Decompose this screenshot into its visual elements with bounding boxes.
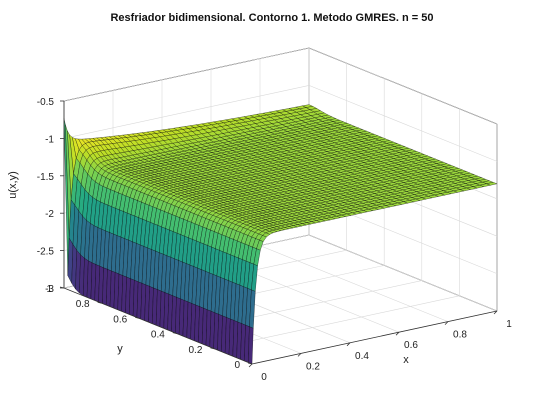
x-tick-mark [395,331,400,336]
z-tick-label: -3 [45,284,54,295]
y-tick-label: 0.8 [76,299,90,310]
gridline [63,47,310,102]
gridline [63,85,310,139]
tick-labels: 00.20.40.60.8100.20.40.60.81-3-2.5-2-1.5… [37,97,512,383]
y-tick-mark [97,301,102,304]
y-tick-mark [135,317,140,319]
x-tick-mark [297,353,302,357]
z-tick-label: -2 [45,209,54,220]
x-tick-mark [346,342,351,347]
y-tick-label: 1 [46,284,52,295]
gridline [308,234,498,312]
x-tick-label: 0.8 [453,330,467,341]
surface-mesh [63,104,498,365]
y-tick-label: 0.4 [151,330,165,341]
z-tick-label: -2.5 [37,247,55,258]
z-tick-label: -0.5 [37,97,55,108]
y-tick-mark [247,362,253,365]
y-tick-label: 0.2 [188,345,202,356]
axes-box-front [63,101,498,365]
x-tick-label: 0.2 [306,361,320,372]
x-tick-mark [493,310,498,315]
gridline [308,85,498,162]
y-tick-mark [172,332,177,334]
x-tick-label: 0.4 [355,351,369,362]
x-tick-mark [444,321,449,325]
z-tick-label: -1 [45,134,54,145]
y-axis-label: y [117,343,123,355]
x-tick-mark [248,363,253,368]
gridline [308,47,498,125]
x-axis-line [251,310,498,365]
z-axis-label: u(x,y) [7,171,19,199]
x-tick-label: 1 [506,319,512,330]
y-tick-label: 0.6 [113,314,127,325]
z-tick-label: -1.5 [37,172,55,183]
x-tick-label: 0.6 [404,340,418,351]
x-tick-label: 0 [261,372,267,383]
y-tick-mark [210,347,215,350]
x-axis-label: x [403,354,409,366]
y-tick-label: 0 [234,360,240,371]
gridline [259,245,449,322]
y-axis-line [63,287,253,365]
chart-title: Resfriador bidimensional. Contorno 1. Me… [110,12,433,24]
gridline [214,295,460,350]
